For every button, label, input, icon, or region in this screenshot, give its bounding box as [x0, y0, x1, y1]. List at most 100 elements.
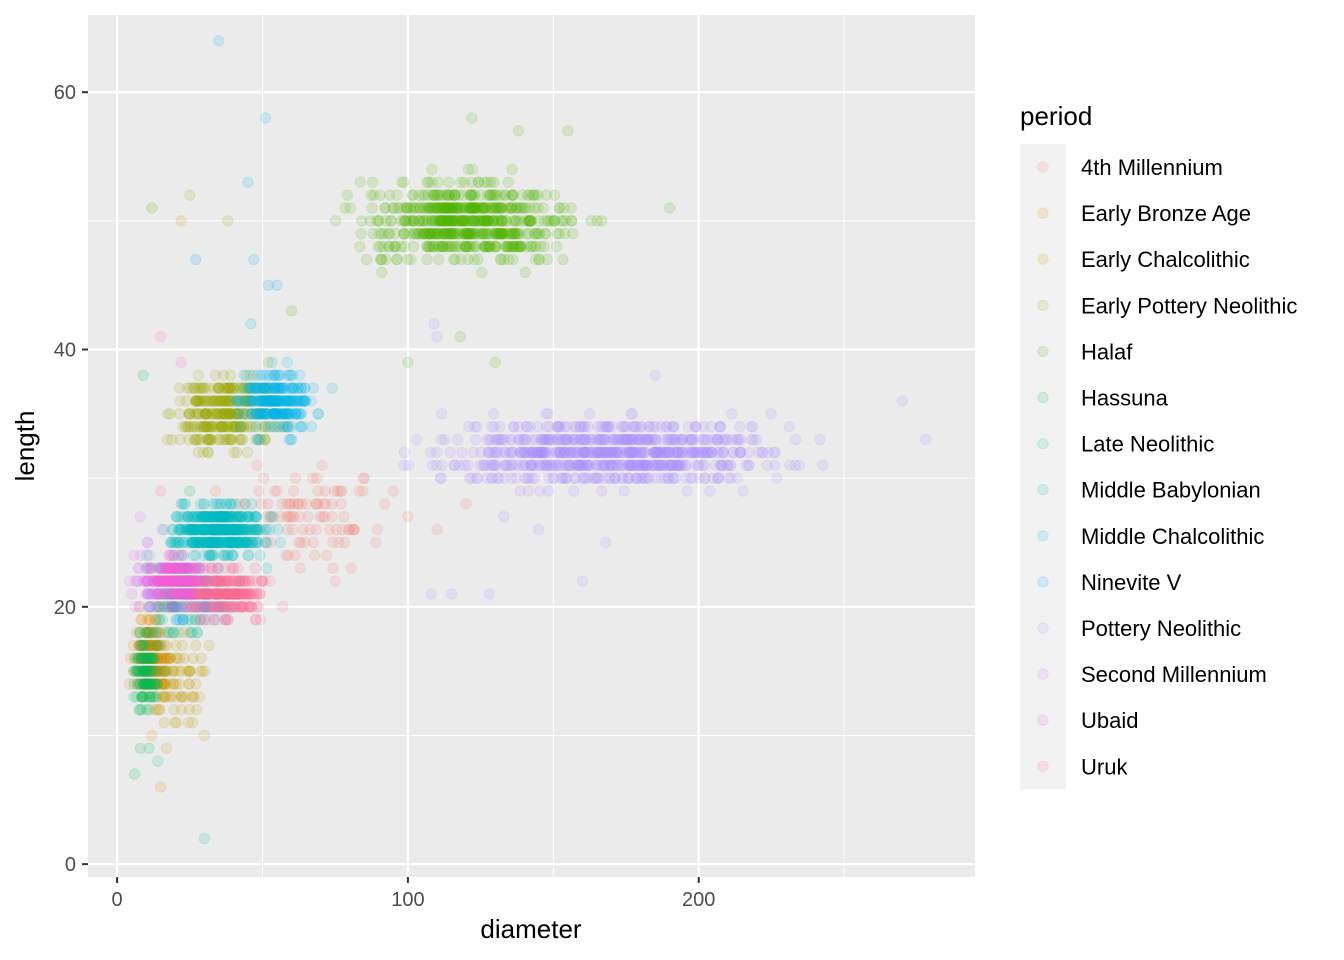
data-point — [184, 408, 196, 420]
data-point — [323, 523, 336, 536]
data-point — [245, 498, 258, 510]
legend-label: Middle Chalcolithic — [1081, 524, 1264, 549]
data-point — [239, 408, 252, 420]
data-point — [406, 189, 418, 201]
data-point — [556, 459, 569, 471]
data-point — [465, 189, 477, 201]
data-point — [223, 408, 235, 420]
data-point — [136, 613, 148, 626]
data-point — [148, 665, 161, 677]
data-point — [295, 536, 307, 549]
data-point — [181, 382, 194, 394]
data-point — [183, 678, 196, 690]
data-point — [146, 678, 158, 690]
data-point — [162, 652, 175, 664]
data-point — [271, 395, 283, 407]
data-point — [196, 382, 209, 394]
data-point — [275, 395, 287, 407]
series-early-chalcolithic — [144, 626, 215, 755]
data-point — [463, 228, 475, 240]
data-point — [508, 228, 521, 240]
data-point — [354, 176, 367, 188]
data-point — [198, 832, 211, 845]
data-point — [219, 395, 231, 407]
data-point — [137, 665, 150, 677]
data-point — [159, 678, 171, 690]
data-point — [211, 613, 224, 626]
data-point — [211, 601, 223, 613]
data-point — [146, 652, 159, 664]
data-point — [277, 421, 289, 433]
data-point — [192, 369, 205, 381]
data-point — [144, 549, 156, 562]
data-point — [197, 421, 210, 433]
data-point — [158, 691, 171, 703]
data-point — [137, 652, 149, 664]
data-point — [200, 408, 212, 420]
data-point — [206, 408, 218, 420]
data-point — [134, 639, 146, 652]
data-point — [282, 511, 294, 523]
data-point — [241, 395, 253, 407]
data-point — [616, 459, 628, 471]
data-point — [234, 421, 247, 433]
data-point — [402, 356, 414, 369]
data-point — [256, 421, 268, 433]
data-point — [426, 176, 438, 188]
data-point — [123, 678, 136, 690]
data-point — [546, 433, 559, 446]
legend-key — [1037, 253, 1049, 265]
data-point — [264, 536, 277, 549]
data-point — [209, 485, 222, 497]
data-point — [160, 665, 172, 677]
data-point — [149, 678, 162, 690]
data-point — [273, 421, 285, 433]
legend-title: period — [1020, 101, 1092, 131]
data-point — [398, 228, 411, 240]
data-point — [251, 395, 263, 407]
data-point — [153, 639, 165, 652]
data-point — [300, 498, 313, 510]
data-point — [130, 626, 143, 639]
data-point — [183, 421, 195, 433]
data-point — [281, 356, 293, 369]
data-point — [288, 382, 301, 394]
data-point — [141, 639, 154, 652]
data-point — [155, 485, 167, 497]
data-point — [161, 652, 173, 664]
data-point — [251, 395, 263, 407]
data-point — [200, 408, 212, 420]
data-point — [288, 511, 300, 523]
data-point — [436, 215, 448, 227]
data-point — [224, 408, 237, 420]
data-point — [261, 562, 273, 574]
data-point — [146, 652, 158, 664]
data-point — [427, 202, 439, 214]
data-point — [404, 202, 417, 214]
data-point — [199, 421, 211, 433]
data-point — [184, 189, 196, 201]
data-point — [179, 421, 192, 433]
data-point — [279, 395, 292, 407]
data-point — [235, 421, 247, 433]
data-point — [229, 395, 242, 407]
data-point — [167, 601, 179, 613]
data-point — [429, 215, 441, 227]
data-point — [480, 202, 492, 214]
data-point — [271, 279, 283, 291]
data-point — [304, 523, 316, 536]
data-point — [487, 408, 500, 420]
data-point — [152, 626, 165, 639]
data-point — [206, 395, 218, 407]
data-point — [422, 189, 435, 201]
data-point — [152, 601, 164, 613]
data-point — [146, 729, 158, 742]
grid-lines — [88, 15, 975, 877]
data-point — [439, 433, 451, 446]
data-point — [168, 704, 180, 716]
data-point — [662, 472, 674, 484]
data-point — [236, 408, 249, 420]
data-point — [159, 678, 171, 690]
data-point — [269, 421, 281, 433]
data-point — [192, 601, 205, 613]
